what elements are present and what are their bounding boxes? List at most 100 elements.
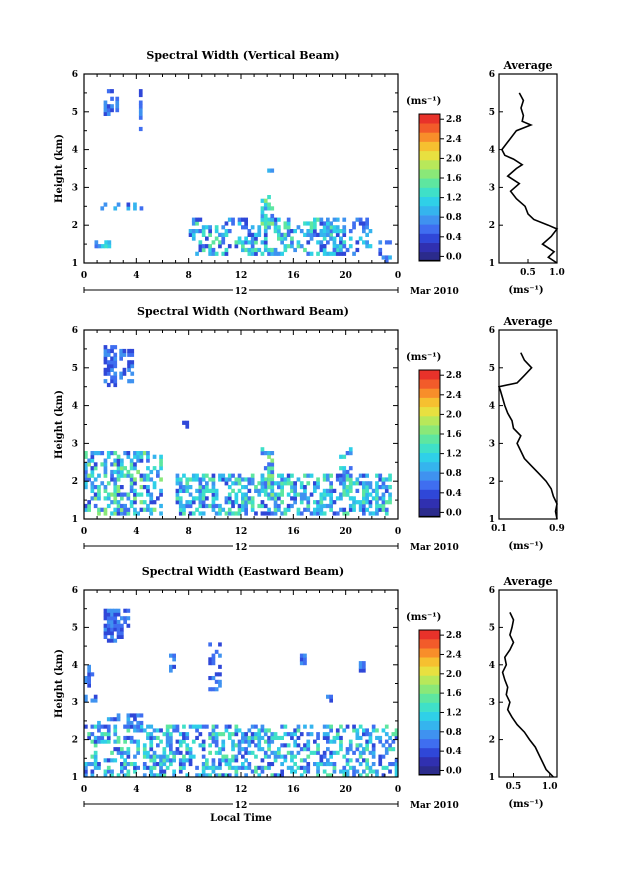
heatmap-cell <box>306 240 311 245</box>
heatmap-cell <box>309 232 314 237</box>
heatmap-cell <box>113 724 118 729</box>
heatmap-cell <box>348 244 353 249</box>
heatmap-cell <box>286 750 291 755</box>
heatmap-cell <box>316 503 320 509</box>
heatmap-cell <box>123 616 127 621</box>
heatmap-cell <box>362 229 366 234</box>
heatmap-cell <box>342 454 347 459</box>
heatmap-cell <box>303 488 307 493</box>
heatmap-cell <box>267 735 271 740</box>
heatmap-cell <box>286 244 291 249</box>
heatmap-cell <box>234 240 239 245</box>
heatmap-cell <box>214 732 219 737</box>
heatmap-cell <box>352 773 356 778</box>
heatmap-cell <box>127 379 131 384</box>
heatmap-cell <box>178 765 183 770</box>
heatmap-cell <box>136 451 140 456</box>
heatmap-cell <box>260 758 265 763</box>
heatmap-cell <box>250 750 255 755</box>
heatmap-cell <box>342 232 347 237</box>
heatmap-cell <box>201 229 206 234</box>
heatmap-cell <box>191 500 196 505</box>
heatmap-cell <box>201 477 206 482</box>
heatmap-cell <box>339 244 343 249</box>
heatmap-cell <box>316 773 320 778</box>
heatmap-cell <box>110 619 114 624</box>
heatmap-cell <box>178 500 183 505</box>
heatmap-cell <box>129 481 134 486</box>
heatmap-cell <box>129 500 134 505</box>
heatmap-cell <box>120 492 124 497</box>
heatmap-cell <box>234 754 239 759</box>
heatmap-cell <box>84 477 88 482</box>
heatmap-cell <box>234 765 239 770</box>
heatmap-cell <box>218 664 222 669</box>
heatmap-cell <box>122 371 127 376</box>
heatmap-cell <box>110 717 114 722</box>
heatmap-cell <box>263 754 268 759</box>
colorbar-swatch <box>419 711 440 721</box>
heatmap-cell <box>119 371 123 376</box>
heatmap-cell <box>237 221 242 226</box>
heatmap-cell <box>273 773 278 778</box>
heatmap-cell <box>214 649 219 654</box>
colorbar-swatch <box>419 756 440 767</box>
heatmap-cell <box>260 240 265 245</box>
heatmap-cell <box>316 481 320 486</box>
average-x-tick-label: 0.9 <box>549 524 565 534</box>
heatmap-cell <box>345 511 350 516</box>
heatmap-cell <box>296 724 301 729</box>
heatmap-cell <box>290 503 294 509</box>
heatmap-cell <box>198 773 203 778</box>
heatmap-cell <box>365 765 369 770</box>
heatmap-cell <box>247 488 252 493</box>
heatmap-cell <box>254 236 258 241</box>
heatmap-cell <box>214 236 219 241</box>
heatmap-cell <box>113 485 118 490</box>
colorbar-swatch <box>419 425 440 435</box>
heatmap-cell <box>205 244 209 249</box>
heatmap-cell <box>227 511 232 516</box>
heatmap-cell <box>103 616 108 621</box>
heatmap-cell <box>182 488 186 493</box>
heatmap-cell <box>198 247 203 253</box>
heatmap-cell <box>277 229 281 234</box>
heatmap-cell <box>113 364 118 369</box>
heatmap-cell <box>345 762 350 767</box>
heatmap-cell <box>195 507 199 512</box>
heatmap-cell <box>335 225 340 230</box>
date-month-label: Mar 2010 <box>410 287 459 297</box>
heatmap-cell <box>178 732 183 737</box>
heatmap-cell <box>342 217 347 222</box>
heatmap-cell <box>123 739 127 744</box>
heatmap-cell <box>185 481 190 486</box>
heatmap-cell <box>368 511 373 516</box>
heatmap-cell <box>273 247 278 253</box>
heatmap-cell <box>129 462 134 467</box>
heatmap-cell <box>214 724 219 729</box>
heatmap-cell <box>293 488 297 493</box>
heatmap-cell <box>87 477 91 482</box>
heatmap-cell <box>254 251 258 256</box>
heatmap-cell <box>90 672 95 677</box>
heatmap-cell <box>293 732 297 737</box>
heatmap-cell <box>116 511 121 516</box>
heatmap-cell <box>120 750 124 755</box>
heatmap-cell <box>381 485 386 490</box>
heatmap-cell <box>280 773 284 778</box>
y-tick-label: 6 <box>72 70 78 80</box>
heatmap-cell <box>250 507 255 512</box>
heatmap-cell <box>306 251 311 256</box>
heatmap-cell <box>97 492 101 497</box>
heatmap-cell <box>201 769 206 774</box>
heatmap-cell <box>110 364 114 369</box>
average-y-tick-label: 3 <box>489 439 495 449</box>
heatmap-cell <box>133 739 137 744</box>
heatmap-cell <box>133 717 137 722</box>
heatmap-cell <box>120 634 124 639</box>
heatmap-cell <box>103 769 108 774</box>
heatmap-cell <box>224 481 229 486</box>
heatmap-cell <box>100 739 105 744</box>
heatmap-cell <box>123 451 127 456</box>
heatmap-cell <box>188 724 193 729</box>
